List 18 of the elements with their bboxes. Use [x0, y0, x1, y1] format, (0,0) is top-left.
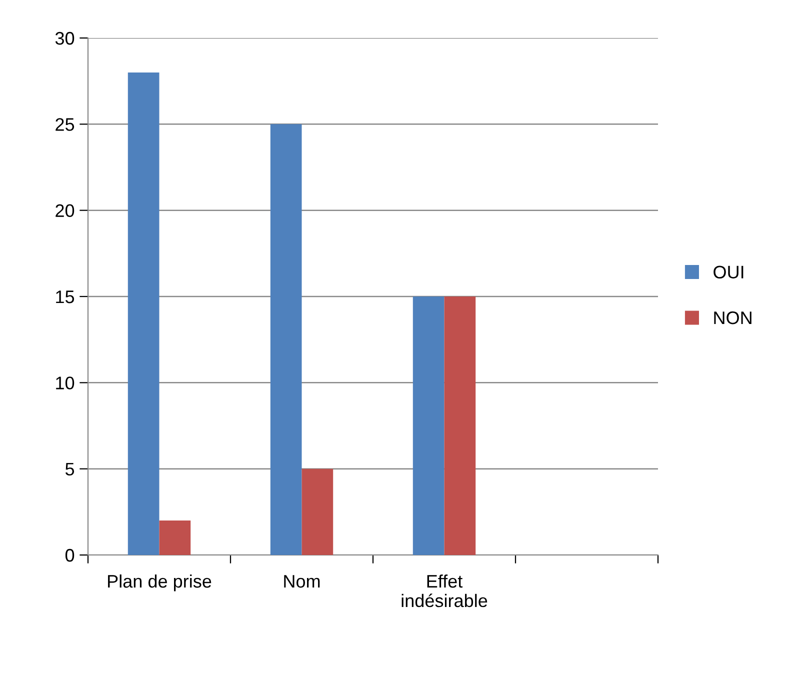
y-tick-label: 10 — [56, 376, 74, 390]
bar — [302, 468, 334, 555]
y-tick-label: 0 — [65, 548, 74, 562]
bar — [270, 124, 302, 555]
y-tick-label: 20 — [56, 204, 74, 218]
y-tick-label: 30 — [55, 32, 74, 45]
legend-label: NON — [714, 311, 752, 324]
x-tick-label: Nom — [284, 575, 320, 588]
x-tick-label: Effet indésirable — [402, 574, 488, 608]
bar — [128, 72, 160, 555]
y-tick-label: 15 — [56, 290, 74, 304]
y-tick-label: 25 — [56, 118, 74, 131]
y-tick-label: 5 — [65, 462, 74, 476]
legend-label: OUI — [714, 266, 744, 278]
x-tick-label: Plan de prise — [108, 574, 212, 592]
bar — [412, 296, 444, 555]
bar — [444, 296, 476, 555]
bar — [159, 520, 191, 555]
